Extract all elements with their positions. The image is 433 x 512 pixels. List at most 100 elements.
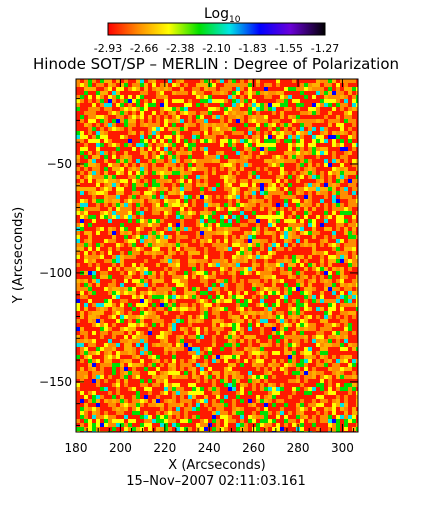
heatmap-cell (356, 311, 358, 315)
heatmap-cell (344, 223, 348, 227)
heatmap-cell (176, 287, 180, 291)
heatmap-cell (124, 323, 128, 327)
heatmap-cell (188, 187, 192, 191)
heatmap-cell (268, 291, 272, 295)
heatmap-cell (196, 291, 200, 295)
heatmap-cell (264, 119, 268, 123)
heatmap-cell (220, 275, 224, 279)
heatmap-cell (344, 303, 348, 307)
heatmap-cell (228, 91, 232, 95)
heatmap-cell (196, 235, 200, 239)
heatmap-cell (332, 315, 336, 319)
heatmap-cell (124, 107, 128, 111)
heatmap-cell (156, 95, 160, 99)
heatmap-cell (332, 83, 336, 87)
heatmap-cell (124, 319, 128, 323)
heatmap-cell (180, 299, 184, 303)
heatmap-cell (204, 335, 208, 339)
heatmap-cell (160, 219, 164, 223)
heatmap-cell (128, 87, 132, 91)
heatmap-cell (76, 235, 80, 239)
heatmap-cell (228, 255, 232, 259)
heatmap-cell (248, 211, 252, 215)
heatmap-cell (112, 319, 116, 323)
heatmap-cell (212, 87, 216, 91)
heatmap-cell (128, 183, 132, 187)
heatmap-cell (304, 255, 308, 259)
heatmap-cell (172, 199, 176, 203)
heatmap-cell (124, 327, 128, 331)
heatmap-cell (248, 243, 252, 247)
heatmap-cell (172, 291, 176, 295)
heatmap-cell (140, 183, 144, 187)
heatmap-cell (284, 99, 288, 103)
heatmap-cell (324, 327, 328, 331)
heatmap-cell (304, 163, 308, 167)
heatmap-cell (92, 131, 96, 135)
heatmap-cell (212, 163, 216, 167)
heatmap-cell (340, 267, 344, 271)
heatmap-cell (348, 147, 352, 151)
heatmap-cell (240, 327, 244, 331)
heatmap-cell (228, 119, 232, 123)
heatmap-cell (312, 335, 316, 339)
heatmap-cell (160, 335, 164, 339)
heatmap-cell (328, 147, 332, 151)
heatmap-cell (240, 131, 244, 135)
heatmap-cell (236, 175, 240, 179)
heatmap-cell (344, 87, 348, 91)
heatmap-cell (304, 179, 308, 183)
heatmap-cell (276, 311, 280, 315)
heatmap-cell (300, 147, 304, 151)
heatmap-cell (220, 167, 224, 171)
heatmap-cell (132, 167, 136, 171)
heatmap-cell (228, 327, 232, 331)
heatmap-cell (208, 239, 212, 243)
heatmap-cell (136, 347, 140, 351)
heatmap-cell (260, 131, 264, 135)
heatmap-cell (196, 287, 200, 291)
heatmap-cell (140, 323, 144, 327)
heatmap-cell (220, 179, 224, 183)
heatmap-cell (292, 295, 296, 299)
heatmap-cell (116, 207, 120, 211)
heatmap-cell (196, 315, 200, 319)
heatmap-cell (196, 103, 200, 107)
heatmap-cell (80, 95, 84, 99)
heatmap-cell (332, 243, 336, 247)
heatmap-cell (352, 119, 356, 123)
heatmap-cell (272, 91, 276, 95)
heatmap-cell (316, 343, 320, 347)
heatmap-cell (80, 179, 84, 183)
heatmap-cell (120, 279, 124, 283)
heatmap-cell (104, 267, 108, 271)
heatmap-cell (308, 275, 312, 279)
heatmap-cell (320, 255, 324, 259)
heatmap-cell (208, 211, 212, 215)
heatmap-cell (240, 79, 244, 83)
heatmap-cell (128, 275, 132, 279)
heatmap-cell (100, 271, 104, 275)
heatmap-cell (244, 175, 248, 179)
heatmap-cell (160, 243, 164, 247)
heatmap-cell (160, 331, 164, 335)
heatmap-cell (284, 147, 288, 151)
heatmap-cell (328, 315, 332, 319)
heatmap-cell (84, 99, 88, 103)
heatmap-cell (156, 343, 160, 347)
heatmap-cell (268, 227, 272, 231)
heatmap-cell (112, 183, 116, 187)
heatmap-cell (308, 255, 312, 259)
heatmap-cell (200, 203, 204, 207)
heatmap-cell (80, 311, 84, 315)
heatmap-cell (208, 311, 212, 315)
heatmap-cell (228, 199, 232, 203)
heatmap-cell (236, 83, 240, 87)
heatmap-cell (328, 151, 332, 155)
heatmap-cell (308, 247, 312, 251)
heatmap-cell (316, 215, 320, 219)
heatmap-cell (264, 143, 268, 147)
heatmap-cell (324, 287, 328, 291)
heatmap-cell (172, 255, 176, 259)
heatmap-cell (348, 311, 352, 315)
